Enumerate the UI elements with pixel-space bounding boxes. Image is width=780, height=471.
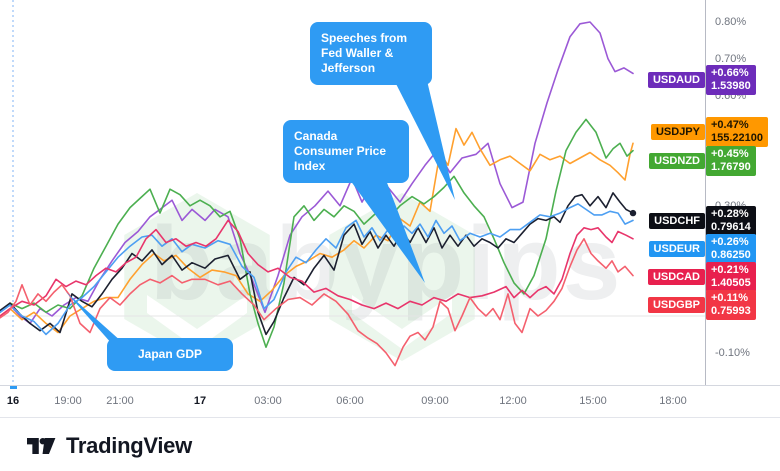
- time-tick-label: 18:00: [659, 395, 687, 407]
- series-line-usdnzd: [0, 118, 634, 349]
- price-scale[interactable]: 0.80%0.70%0.60%0.50%0.40%0.30%0.20%0.10%…: [706, 0, 780, 385]
- tradingview-logo-icon: [27, 437, 56, 455]
- symbol-pill-usdcad[interactable]: USDCAD: [647, 269, 705, 285]
- brand-name: TradingView: [66, 433, 192, 458]
- time-tick-label: 16: [6, 395, 20, 407]
- series-line-usdjpy: [0, 127, 634, 334]
- price-tick-label: 0.80%: [715, 16, 747, 28]
- annotation-tail: [350, 180, 425, 283]
- symbol-pill-usdeur[interactable]: USDEUR: [648, 241, 705, 257]
- symbol-change: +0.21%: [711, 264, 749, 276]
- symbol-value-box-usdaud[interactable]: +0.66% 1.53980: [706, 65, 756, 95]
- symbol-value-box-usdchf[interactable]: +0.28% 0.79614: [706, 206, 756, 236]
- time-tick-label: 17: [193, 395, 207, 407]
- series-line-usdgbp: [0, 238, 634, 367]
- time-tick-label: 06:00: [336, 395, 364, 407]
- annotation-canada-cpi[interactable]: Canada Consumer Price Index: [283, 120, 409, 183]
- symbol-price: 1.76790: [711, 161, 751, 173]
- time-tick-label: 09:00: [421, 395, 449, 407]
- symbol-price: 155.22100: [711, 132, 763, 144]
- symbol-value-box-usdgbp[interactable]: +0.11% 0.75993: [706, 290, 756, 320]
- symbol-change: +0.28%: [711, 208, 749, 220]
- symbol-price: 1.40505: [711, 277, 751, 289]
- time-tick-label: 19:00: [54, 395, 82, 407]
- symbol-price: 1.53980: [711, 80, 751, 92]
- symbol-pill-usdchf[interactable]: USDCHF: [649, 213, 705, 229]
- price-tick-label: 0.70%: [715, 52, 747, 65]
- time-tick-label: 15:00: [579, 395, 607, 407]
- symbol-change: +0.26%: [711, 236, 749, 248]
- time-tick-label: 21:00: [106, 395, 134, 407]
- time-axis[interactable]: 16 19:00 21:00 17 03:00 06:00 09:00 12:00 15:00 1…: [0, 385, 780, 418]
- symbol-value-box-usdnzd[interactable]: +0.45% 1.76790: [706, 146, 756, 176]
- price-chart[interactable]: babypips 0.80%0.70%0.60%0.50%0.40%0.30%0…: [0, 0, 780, 418]
- price-tick-label: -0.10%: [715, 346, 750, 359]
- symbol-pill-usdjpy[interactable]: USDJPY: [650, 124, 705, 140]
- series-line-usdeur: [0, 203, 634, 336]
- series-end-dot: [629, 209, 637, 217]
- symbol-price: 0.86250: [711, 249, 751, 261]
- symbol-value-box-usdcad[interactable]: +0.21% 1.40505: [706, 262, 756, 292]
- series-line-usdcad: [0, 219, 634, 317]
- series-line-usdchf: [0, 192, 634, 336]
- symbol-pill-usdaud[interactable]: USDAUD: [647, 72, 705, 88]
- symbol-value-box-usdeur[interactable]: +0.26% 0.86250: [706, 234, 756, 264]
- symbol-change: +0.45%: [711, 148, 749, 160]
- annotation-japan-gdp[interactable]: Japan GDP: [107, 338, 233, 371]
- symbol-change: +0.66%: [711, 67, 749, 79]
- symbol-price: 0.79614: [711, 221, 751, 233]
- symbol-price: 0.75993: [711, 305, 751, 317]
- watermark-hexagon-chevron-icon: [352, 295, 452, 349]
- symbol-change: +0.47%: [711, 119, 749, 131]
- annotation-tail: [390, 72, 455, 200]
- time-tick-label: 03:00: [254, 395, 282, 407]
- time-tick-label: 12:00: [499, 395, 527, 407]
- symbol-pill-usdgbp[interactable]: USDGBP: [647, 297, 705, 313]
- symbol-change: +0.11%: [711, 292, 749, 304]
- price-scale-border: [705, 0, 706, 417]
- session-axis-marker: [10, 386, 17, 389]
- symbol-value-box-usdjpy[interactable]: +0.47% 155.22100: [706, 117, 768, 147]
- annotation-speeches-fed[interactable]: Speeches from Fed Waller & Jefferson: [310, 22, 432, 85]
- tradingview-brand[interactable]: TradingView: [27, 430, 192, 462]
- symbol-pill-usdnzd[interactable]: USDNZD: [649, 153, 705, 169]
